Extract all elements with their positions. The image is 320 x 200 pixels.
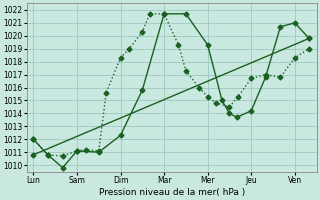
X-axis label: Pression niveau de la mer( hPa ): Pression niveau de la mer( hPa ) <box>99 188 245 197</box>
